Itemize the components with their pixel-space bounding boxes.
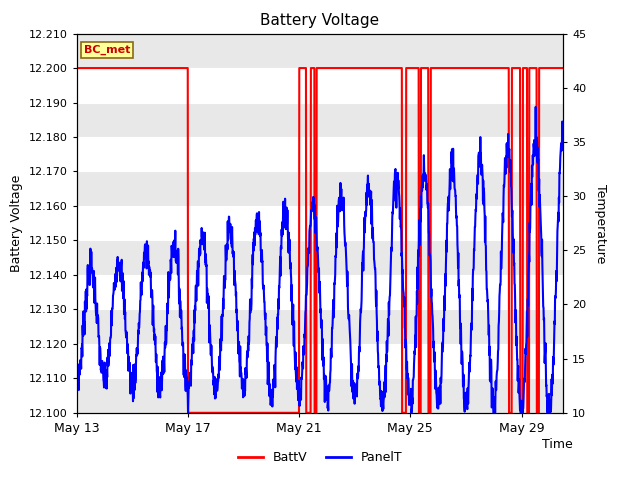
Title: Battery Voltage: Battery Voltage (260, 13, 380, 28)
Y-axis label: Battery Voltage: Battery Voltage (10, 175, 23, 272)
Bar (77, 171, 563, 206)
Bar (77, 103, 563, 137)
Bar (77, 240, 563, 275)
Bar (77, 34, 563, 68)
Legend: BattV, PanelT: BattV, PanelT (232, 446, 408, 469)
Text: BC_met: BC_met (84, 45, 131, 55)
Bar (77, 310, 563, 344)
X-axis label: Time: Time (542, 438, 573, 451)
Bar (77, 378, 563, 413)
Y-axis label: Temperature: Temperature (594, 183, 607, 263)
